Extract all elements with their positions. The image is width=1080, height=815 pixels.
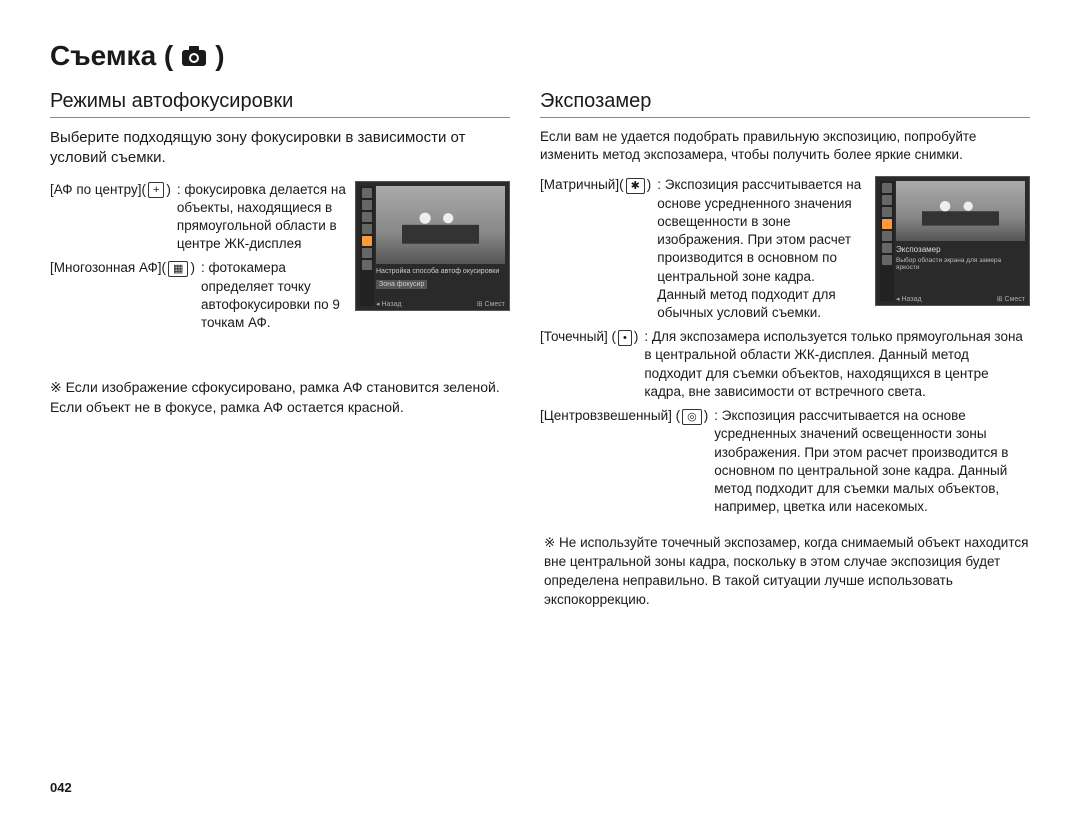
exp-option-matrix-label: [Матричный](✱) — [540, 176, 651, 194]
page-title: Съемка ( ) — [50, 40, 1030, 72]
exp-screenshot-move: ⊞ Смест — [997, 295, 1025, 303]
camera-icon — [181, 45, 207, 67]
exp-screenshot-photo — [896, 181, 1025, 241]
af-screenshot: Настройка способа автоф окусировки Зона … — [355, 181, 510, 311]
af-screenshot-caption2: Зона фокусир — [376, 280, 427, 289]
left-column: Режимы автофокусировки Выберите подходящ… — [50, 90, 510, 610]
af-options-wrap: Настройка способа автоф окусировки Зона … — [50, 181, 510, 339]
exp-option-center: [Центровзвешенный] (◎) : Экспозиция расс… — [540, 407, 1030, 516]
exp-note: ※ Не используйте точечный экспозамер, ко… — [540, 534, 1030, 610]
exp-option-center-label: [Центровзвешенный] (◎) — [540, 407, 708, 425]
exp-option-matrix: [Матричный](✱) : Экспозиция рассчитывает… — [540, 176, 867, 322]
center-af-icon: + — [148, 182, 164, 198]
af-option-multi-text: : фотокамера определяет точку автофокуси… — [201, 259, 347, 332]
spot-icon: • — [618, 330, 632, 346]
af-heading: Режимы автофокусировки — [50, 90, 510, 118]
exp-intro: Если вам не удается подобрать правильную… — [540, 128, 1030, 164]
exp-option-spot: [Точечный] (•) : Для экспозамера использ… — [540, 328, 1030, 401]
screenshot-photo — [376, 186, 505, 264]
title-suffix: ) — [215, 40, 224, 72]
af-option-center: [АФ по центру](+) : фокусировка делается… — [50, 181, 347, 254]
multi-af-icon: ▦ — [168, 261, 188, 277]
exp-heading: Экспозамер — [540, 90, 1030, 118]
af-screenshot-move: ⊞ Смест — [477, 300, 505, 308]
screenshot-sidebar — [360, 186, 374, 306]
af-option-center-text: : фокусировка делается на объекты, наход… — [177, 181, 347, 254]
exp-screenshot-sidebar — [880, 181, 894, 301]
exp-option-spot-text: : Для экспозамера используется только пр… — [644, 328, 1030, 401]
exp-option-center-text: : Экспозиция рассчитывается на основе ус… — [714, 407, 1030, 516]
exp-screenshot-caption1: Экспозамер — [896, 245, 941, 254]
exp-screenshot-caption2: Выбор области экрана для замера яркости — [896, 257, 1025, 271]
exp-screenshot-back: ◂ Назад — [896, 295, 922, 303]
page-number: 042 — [50, 780, 72, 795]
af-option-multi-label: [Многозонная АФ](▦) — [50, 259, 195, 277]
exp-option-spot-label: [Точечный] (•) — [540, 328, 638, 346]
af-option-multi: [Многозонная АФ](▦) : фотокамера определ… — [50, 259, 347, 332]
exp-screenshot: Экспозамер Выбор области экрана для заме… — [875, 176, 1030, 306]
content-columns: Режимы автофокусировки Выберите подходящ… — [50, 90, 1030, 610]
exp-options-wrap: Экспозамер Выбор области экрана для заме… — [540, 176, 1030, 522]
af-note: ※ Если изображение сфокусировано, рамка … — [50, 378, 510, 417]
af-screenshot-caption1: Настройка способа автоф окусировки — [376, 268, 505, 275]
exp-option-matrix-text: : Экспозиция рассчитывается на основе ус… — [657, 176, 867, 322]
af-screenshot-back: ◂ Назад — [376, 300, 402, 308]
af-intro: Выберите подходящую зону фокусировки в з… — [50, 128, 510, 169]
matrix-icon: ✱ — [626, 178, 645, 194]
right-column: Экспозамер Если вам не удается подобрать… — [540, 90, 1030, 610]
centerweighted-icon: ◎ — [682, 409, 702, 425]
exp-screenshot-footer: ◂ Назад ⊞ Смест — [896, 295, 1025, 303]
af-screenshot-footer: ◂ Назад ⊞ Смест — [376, 300, 505, 308]
title-prefix: Съемка ( — [50, 40, 173, 72]
af-option-center-label: [АФ по центру](+) — [50, 181, 171, 199]
